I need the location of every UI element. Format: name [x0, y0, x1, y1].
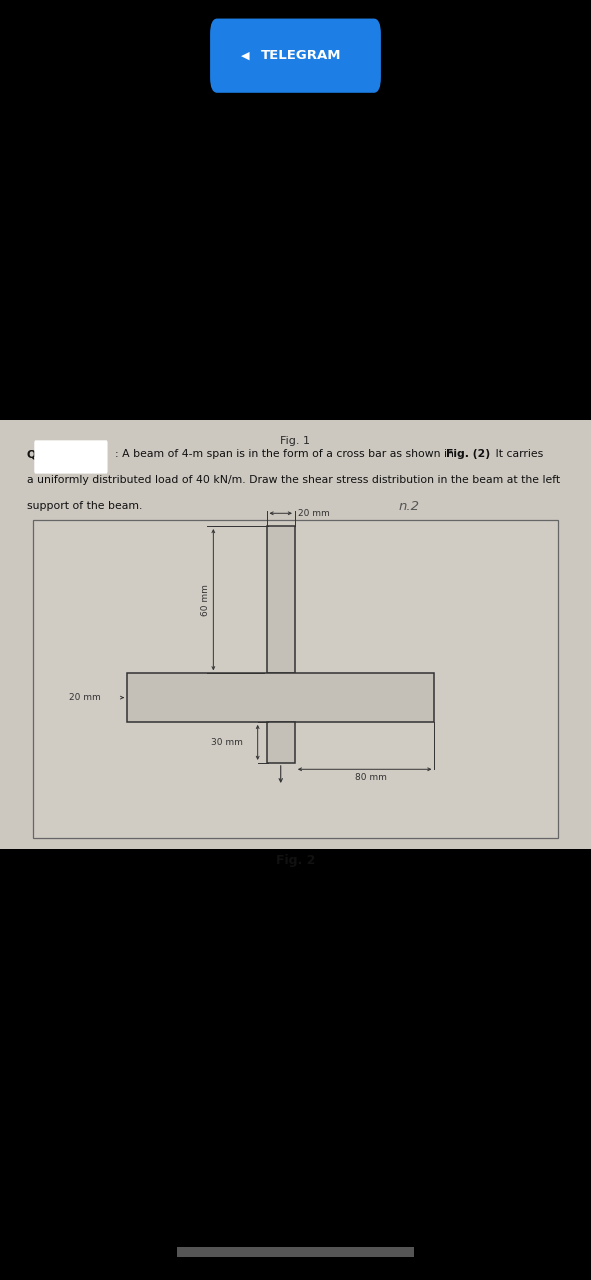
Bar: [267, 722, 295, 763]
Bar: [127, 673, 434, 722]
Text: 20 mm: 20 mm: [298, 508, 330, 518]
FancyBboxPatch shape: [210, 18, 381, 92]
Text: TELEGRAM: TELEGRAM: [261, 49, 342, 63]
Text: n.2: n.2: [399, 500, 420, 513]
Text: ◀: ◀: [241, 51, 249, 60]
Text: support of the beam.: support of the beam.: [27, 500, 142, 511]
Text: 30 mm: 30 mm: [211, 737, 243, 748]
Text: 60 mm: 60 mm: [202, 584, 210, 616]
Bar: [33, 520, 558, 838]
FancyBboxPatch shape: [34, 440, 108, 474]
Text: Fig. (2): Fig. (2): [446, 449, 490, 460]
Text: It carries: It carries: [492, 449, 543, 460]
Text: 20 mm: 20 mm: [69, 692, 100, 703]
Text: 80 mm: 80 mm: [355, 773, 387, 782]
Text: Fig. 2: Fig. 2: [276, 854, 315, 867]
Bar: [177, 1247, 414, 1257]
Text: a uniformly distributed load of 40 kN/m. Draw the shear stress distribution in t: a uniformly distributed load of 40 kN/m.…: [27, 475, 560, 485]
Text: : A beam of 4-m span is in the form of a cross bar as shown in: : A beam of 4-m span is in the form of a…: [115, 449, 457, 460]
Bar: [267, 526, 295, 673]
Text: Q2: Q2: [27, 449, 44, 460]
Bar: [0, 420, 591, 849]
Text: Fig. 1: Fig. 1: [281, 436, 310, 447]
